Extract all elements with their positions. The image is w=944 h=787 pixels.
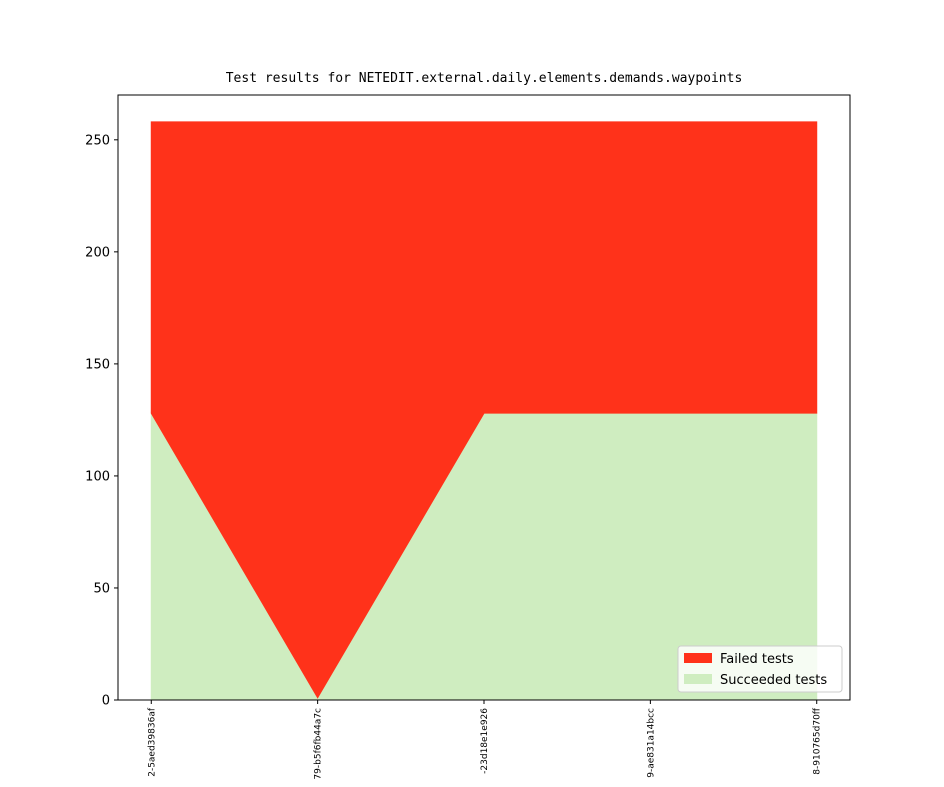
x-tick-label: -23d18e1e926 — [480, 708, 490, 774]
x-tick-label: 9-ae831a14bcc — [646, 708, 656, 778]
legend-box — [677, 645, 843, 693]
y-tick-label: 150 — [85, 357, 110, 372]
x-tick-label: 8-910765d70ff — [813, 707, 823, 774]
legend-label: Succeeded tests — [720, 673, 827, 688]
x-tick-label: 2-5aed39836af — [147, 707, 157, 777]
y-tick-label: 50 — [93, 581, 110, 596]
y-tick-label: 200 — [85, 245, 110, 260]
y-tick-label: 100 — [85, 469, 110, 484]
y-tick-label: 250 — [85, 133, 110, 148]
area — [150, 121, 818, 699]
legend-swatch — [684, 653, 712, 663]
legend-label: Failed tests — [720, 652, 794, 667]
legend-swatch — [684, 674, 712, 684]
chart-title: Test results for NETEDIT.external.daily.… — [226, 71, 743, 86]
x-tick-label: 79-b5f6fb44a7c — [314, 708, 324, 780]
y-tick-label: 0 — [102, 694, 110, 709]
